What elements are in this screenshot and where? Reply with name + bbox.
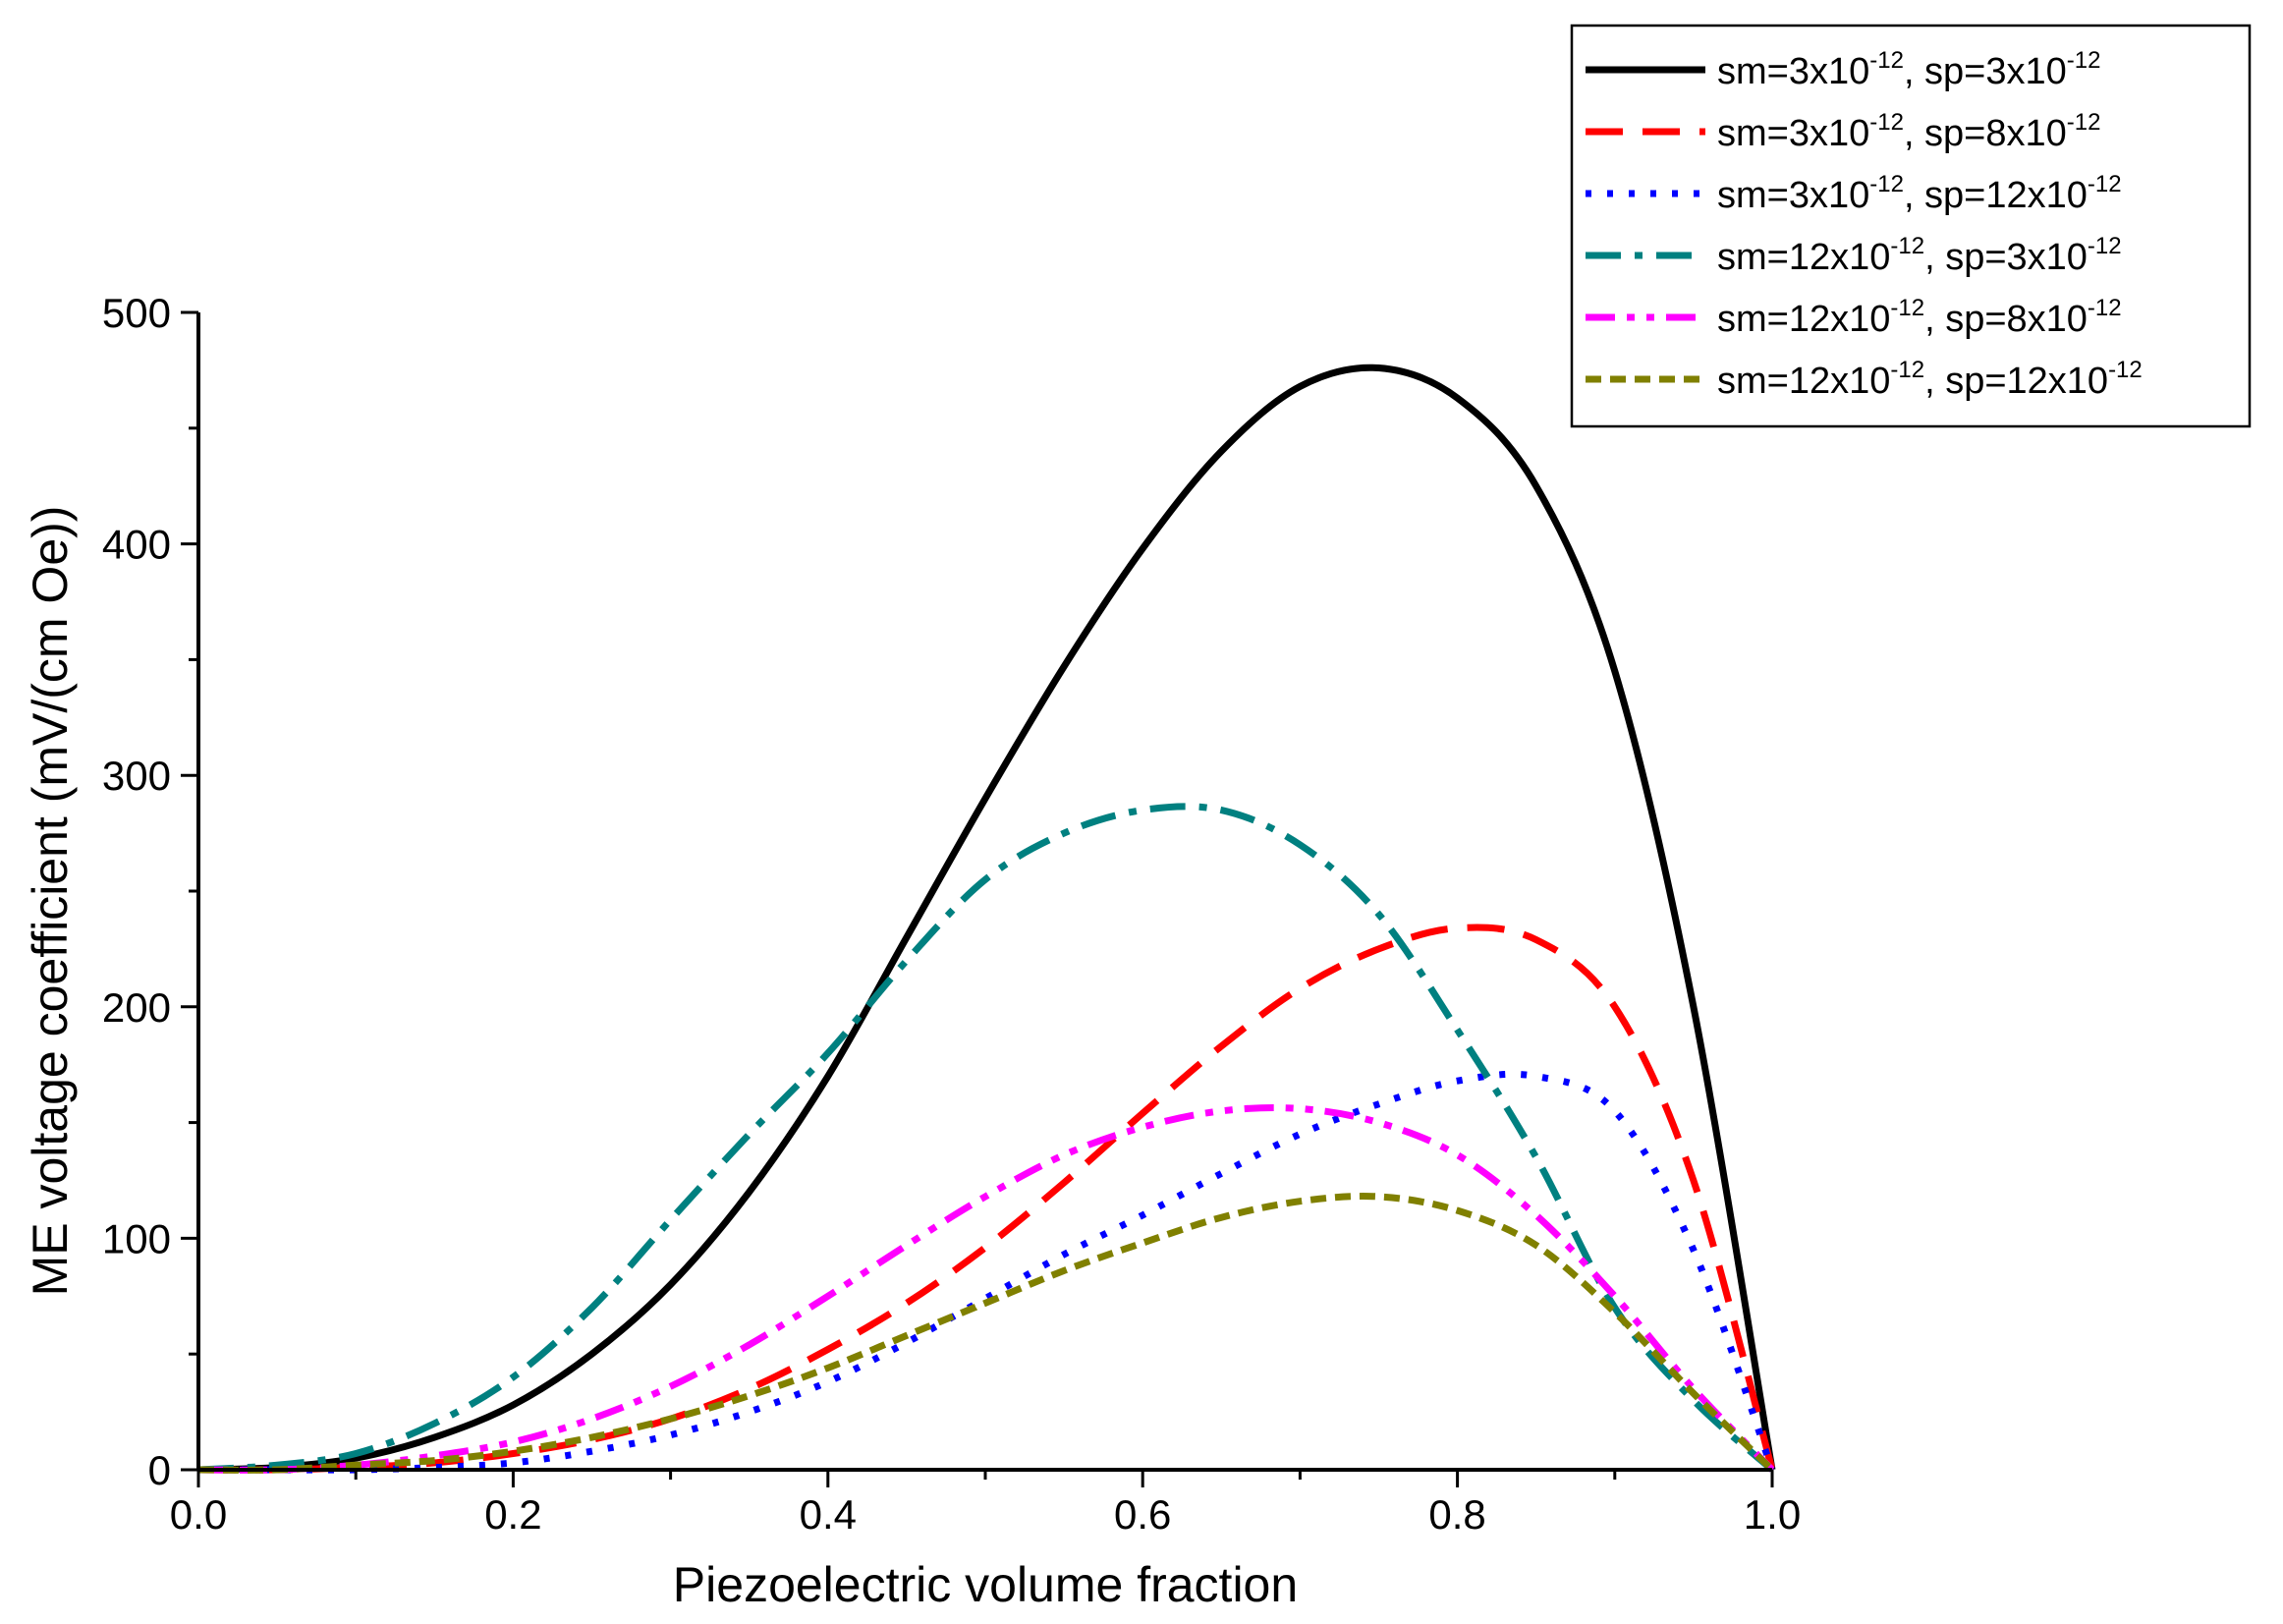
legend-item: sm=3x10-12, sp=3x10-12 bbox=[1586, 47, 2100, 92]
y-tick-label: 300 bbox=[102, 753, 171, 799]
series-line-4 bbox=[197, 803, 1775, 1474]
legend-label: sm=12x10-12, sp=12x10-12 bbox=[1717, 357, 2143, 402]
series-line-6 bbox=[197, 1193, 1775, 1474]
x-tick-label: 0.4 bbox=[800, 1491, 857, 1538]
legend-item: sm=12x10-12, sp=3x10-12 bbox=[1586, 233, 2122, 278]
x-axis-title: Piezoelectric volume fraction bbox=[673, 1557, 1298, 1612]
y-tick-label: 500 bbox=[102, 290, 171, 336]
x-tick-label: 0.0 bbox=[170, 1491, 227, 1538]
series-line-3 bbox=[197, 1070, 1776, 1474]
series-line-1 bbox=[197, 364, 1776, 1474]
y-tick-label: 400 bbox=[102, 522, 171, 568]
legend-item: sm=12x10-12, sp=8x10-12 bbox=[1586, 295, 2122, 340]
y-tick-label: 200 bbox=[102, 984, 171, 1031]
legend: sm=3x10-12, sp=3x10-12 sm=3x10-12, sp=8x1… bbox=[1570, 24, 2252, 428]
legend-item: sm=12x10-12, sp=12x10-12 bbox=[1586, 357, 2143, 402]
y-axis-ticks: 0 100 200 300 400 500 bbox=[102, 290, 198, 1493]
legend-label: sm=3x10-12, sp=3x10-12 bbox=[1717, 47, 2100, 92]
y-tick-label: 100 bbox=[102, 1215, 171, 1261]
plot-lines bbox=[197, 364, 1776, 1474]
x-tick-label: 0.6 bbox=[1114, 1491, 1171, 1538]
x-tick-label: 0.8 bbox=[1428, 1491, 1485, 1538]
legend-label: sm=3x10-12, sp=8x10-12 bbox=[1717, 109, 2100, 154]
legend-box bbox=[1570, 24, 2252, 428]
legend-label: sm=12x10-12, sp=8x10-12 bbox=[1717, 295, 2122, 340]
legend-label: sm=3x10-12, sp=12x10-12 bbox=[1717, 171, 2122, 216]
legend-item: sm=3x10-12, sp=12x10-12 bbox=[1586, 171, 2122, 216]
x-tick-label: 0.2 bbox=[484, 1491, 541, 1538]
y-axis-title: ME voltage coefficient (mV/(cm Oe)) bbox=[23, 506, 78, 1297]
legend-items: sm=3x10-12, sp=3x10-12 sm=3x10-12, sp=8x1… bbox=[1586, 47, 2143, 402]
series-line-5 bbox=[197, 1104, 1775, 1474]
legend-label: sm=12x10-12, sp=3x10-12 bbox=[1717, 233, 2122, 278]
y-tick-label: 0 bbox=[148, 1447, 171, 1493]
x-tick-label: 1.0 bbox=[1744, 1491, 1801, 1538]
x-axis-ticks: 0.0 0.2 0.4 0.6 0.8 1.0 bbox=[170, 1470, 1801, 1538]
legend-item: sm=3x10-12, sp=8x10-12 bbox=[1586, 109, 2100, 154]
